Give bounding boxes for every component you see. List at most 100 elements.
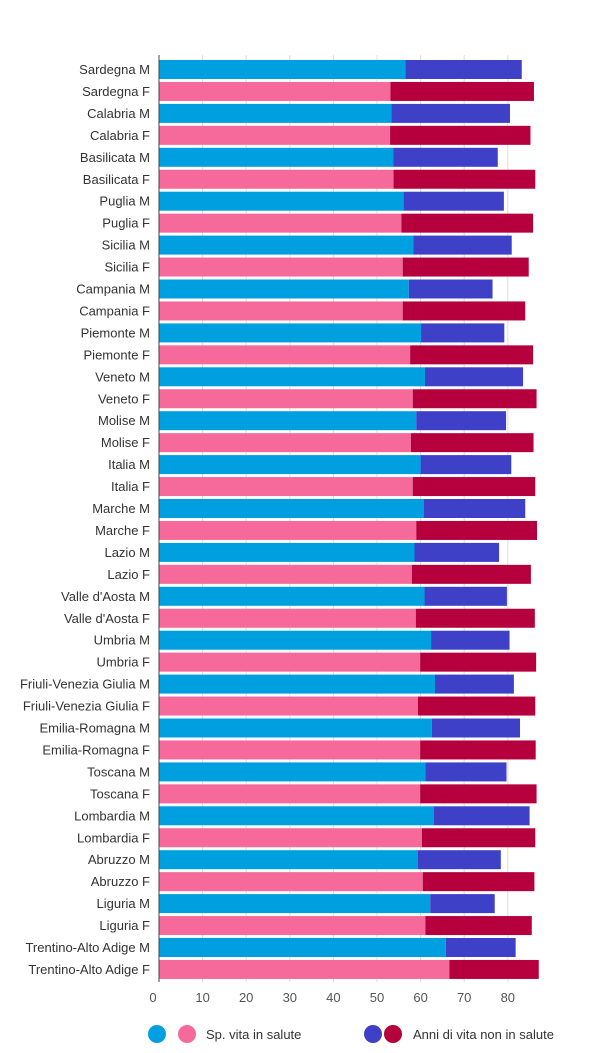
category-label: Puglia M [99, 194, 150, 209]
bar-segment-unhealthy [433, 806, 530, 826]
bar-segment-unhealthy [421, 323, 505, 343]
legend-label-healthy: Sp. vita in salute [206, 1027, 301, 1042]
bar-segment-unhealthy [403, 191, 504, 211]
bar-segment-healthy [159, 60, 406, 79]
category-label: Sardegna M [79, 62, 150, 77]
bar-segment-unhealthy [424, 586, 507, 606]
bar-segment-unhealthy [393, 147, 498, 167]
bar-segment-healthy [159, 740, 421, 760]
bar-segment-healthy [159, 916, 426, 936]
bar-segment-unhealthy [393, 169, 536, 189]
bar-segment-healthy [159, 301, 403, 321]
bar-segment-unhealthy [412, 477, 536, 497]
category-label: Toscana M [87, 764, 150, 779]
bar-segment-healthy [159, 850, 418, 870]
category-label: Lombardia M [74, 808, 150, 823]
bar-segment-unhealthy [412, 389, 537, 409]
bar-segment-unhealthy [402, 301, 526, 321]
bar-segment-healthy [159, 279, 409, 299]
x-tick-label: 40 [326, 990, 340, 1005]
bar-segment-healthy [159, 959, 450, 979]
category-label: Puglia F [102, 216, 150, 231]
x-tick-label: 30 [283, 990, 297, 1005]
category-label: Abruzzo F [91, 874, 150, 889]
legend-swatch-unhealthy-male [364, 1025, 382, 1043]
bar-segment-unhealthy [391, 103, 510, 123]
bar-segment-healthy [159, 433, 412, 453]
bar-segment-healthy [159, 806, 434, 826]
category-label: Italia F [111, 479, 150, 494]
bar-segment-unhealthy [411, 564, 531, 584]
category-label: Lombardia F [77, 830, 150, 845]
category-label: Italia M [108, 457, 150, 472]
bar-segment-healthy [159, 235, 414, 255]
bar-segment-healthy [159, 455, 421, 475]
bar-segment-healthy [159, 367, 425, 387]
bar-segment-healthy [159, 213, 402, 233]
category-label: Abruzzo M [88, 852, 150, 867]
legend-swatch-healthy-male [148, 1025, 166, 1043]
x-axis-ticks: 0 10 20 30 40 50 60 70 80 [149, 990, 515, 1005]
category-label: Sardegna F [82, 84, 150, 99]
category-label: Umbria F [97, 655, 151, 670]
bar-segment-unhealthy [390, 81, 534, 101]
category-label: Veneto F [98, 391, 150, 406]
bar-segment-healthy [159, 938, 446, 957]
x-tick-label: 50 [370, 990, 384, 1005]
category-label: Trentino-Alto Adige F [28, 962, 150, 977]
bars [159, 60, 539, 979]
bar-segment-unhealthy [434, 674, 514, 694]
bar-segment-healthy [159, 630, 432, 650]
category-label: Friuli-Venezia Giulia M [20, 677, 150, 692]
bar-segment-healthy [159, 828, 422, 848]
x-tick-label: 80 [501, 990, 515, 1005]
bar-segment-healthy [159, 872, 423, 892]
bar-segment-healthy [159, 564, 412, 584]
bar-segment-healthy [159, 894, 431, 914]
x-tick-label: 10 [195, 990, 209, 1005]
category-label: Liguria M [97, 896, 150, 911]
bar-segment-unhealthy [390, 125, 531, 145]
bar-segment-unhealthy [420, 652, 537, 672]
bar-segment-unhealthy [413, 235, 512, 255]
category-label: Molise M [98, 413, 150, 428]
bar-segment-unhealthy [408, 279, 493, 299]
category-label: Liguria F [99, 918, 150, 933]
category-label: Campania M [76, 282, 150, 297]
bar-segment-healthy [159, 542, 415, 562]
category-label: Trentino-Alto Adige M [25, 940, 150, 955]
bar-segment-healthy [159, 257, 403, 277]
bar-segment-unhealthy [424, 367, 524, 387]
bar-segment-healthy [159, 389, 413, 409]
bar-segment-unhealthy [445, 938, 516, 957]
bar-segment-unhealthy [421, 828, 536, 848]
category-label: Lazio F [107, 567, 150, 582]
bar-segment-healthy [159, 718, 432, 738]
bar-segment-unhealthy [416, 520, 538, 540]
category-label: Emilia-Romagna F [42, 742, 150, 757]
bar-segment-healthy [159, 652, 421, 672]
bar-segment-unhealthy [431, 718, 521, 738]
bar-segment-healthy [159, 147, 394, 167]
bar-segment-healthy [159, 191, 404, 211]
bar-segment-unhealthy [449, 959, 539, 979]
bar-segment-unhealthy [425, 916, 532, 936]
category-label: Piemonte F [84, 347, 151, 362]
category-label: Marche F [95, 523, 150, 538]
bar-segment-healthy [159, 608, 416, 628]
bar-segment-healthy [159, 674, 435, 694]
category-labels: Sardegna M Sardegna F Calabria M Calabria F… [20, 62, 150, 977]
x-tick-label: 70 [457, 990, 471, 1005]
bar-segment-unhealthy [417, 850, 501, 870]
category-label: Calabria M [87, 106, 150, 121]
category-label: Molise F [101, 435, 150, 450]
bar-segment-healthy [159, 586, 425, 606]
legend: Sp. vita in salute Anni di vita non in s… [148, 1025, 554, 1043]
category-label: Piemonte M [81, 325, 150, 340]
bar-segment-unhealthy [402, 257, 529, 277]
category-label: Emilia-Romagna M [39, 721, 150, 736]
category-label: Valle d'Aosta F [64, 611, 150, 626]
bar-segment-healthy [159, 323, 422, 343]
bar-segment-healthy [159, 696, 418, 716]
